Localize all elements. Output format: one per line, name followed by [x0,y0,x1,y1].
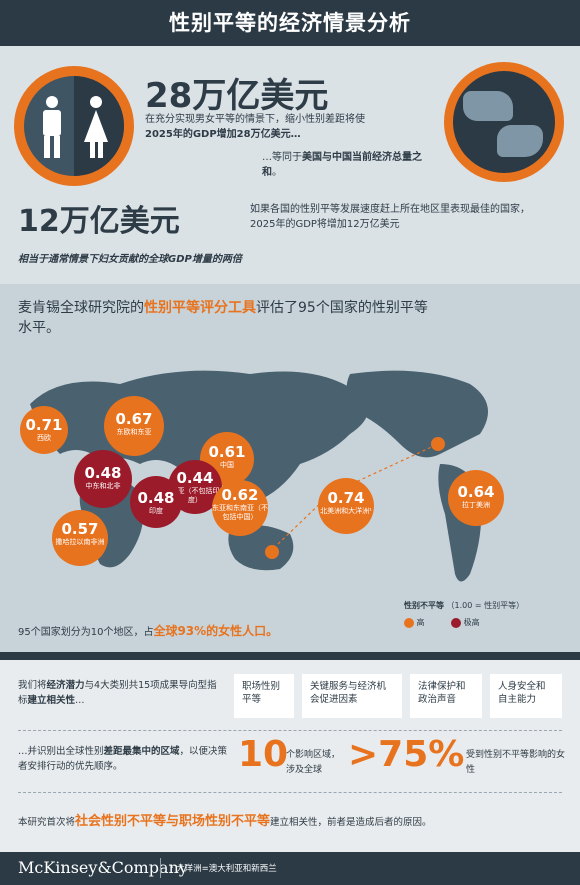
desc-12: 如果各国的性别平等发展速度赶上所在地区里表现最佳的国家，2025年的GDP将增加… [250,204,530,230]
region-bubble: 0.74 北美洲和大洋洲¹ [318,478,374,534]
desc-us-china: …等同于美国与中国当前经济总量之和。 [262,152,422,178]
analysis-bottom: 本研究首次将社会性别不平等与职场性别不平等建立相关性，前者是造成后者的原因。 [18,814,432,829]
category-box: 法律保护和政治声音 [410,674,482,718]
category-box: 关键服务与经济机会促进因素 [302,674,402,718]
pct-number: >75% [348,734,465,775]
gender-icon [14,66,134,186]
analysis-section: 我们将经济潜力与4大类别共15项成果导向型指标建立相关性… 职场性别平等 关键服… [0,652,580,852]
pct-desc: 受到性别不平等影响的女性 [466,750,566,775]
region-bubble: 0.48 印度 [130,476,182,528]
ten-regions-number: 10 [238,734,289,775]
region-bubble: 0.64 拉丁美洲 [448,470,504,526]
map-section: 麦肯锡全球研究院的性别平等评分工具评估了95个国家的性别平等水平。 0.71 西欧… [0,284,580,652]
category-box: 人身安全和自主能力 [490,674,562,718]
figure-12-trillion: 12万亿美元 [18,204,180,239]
region-bubble: 0.67 东欧和东亚 [104,396,164,456]
analysis-left: 我们将经济潜力与4大类别共15项成果导向型指标建立相关性… [18,680,217,706]
map-bottom-text: 95个国家划分为10个地区，占全球93%的女性人口。 [18,624,279,638]
brand-logo: McKinsey&Company [18,858,188,877]
legend-extreme-dot [451,617,462,628]
region-bubble: 0.62 东亚和东南亚（不包括中国） [212,480,268,536]
map-intro: 麦肯锡全球研究院的性别平等评分工具评估了95个国家的性别平等水平。 [18,300,428,336]
us-china-map-icon [444,62,564,182]
region-bubble: 0.71 西欧 [20,406,68,454]
region-bubble: 0.57 撒哈拉以南非洲 [52,510,108,566]
map-legend: 性别不平等 （1.00 = 性别平等） 高 极高 [404,601,525,628]
footer: McKinsey&Company ¹ 大洋洲=澳大利亚和新西兰 [0,852,580,885]
note-double: 相当于通常情景下妇女贡献的全球GDP增量的两倍 [18,254,242,265]
figure-28-trillion: 28万亿美元 [145,76,329,116]
top-section: 28万亿美元 在充分实现男女平等的情景下，缩小性别差距将使 2025年的GDP增… [0,46,580,284]
legend-high-dot [404,617,414,628]
category-box: 职场性别平等 [234,674,294,718]
analysis-row2: …并识别出全球性别差距最集中的区域，以便决策者安排行动的优先顺序。 [18,746,228,772]
footer-note: ¹ 大洋洲=澳大利亚和新西兰 [170,864,277,874]
ten-regions-desc: 个影响区域，涉及全球 [286,750,341,775]
desc-28: 在充分实现男女平等的情景下，缩小性别差距将使 2025年的GDP增加28万亿美元… [145,114,365,140]
region-bubble: 0.48 中东和北非 [74,450,132,508]
page-title: 性别平等的经济情景分析 [0,0,580,46]
